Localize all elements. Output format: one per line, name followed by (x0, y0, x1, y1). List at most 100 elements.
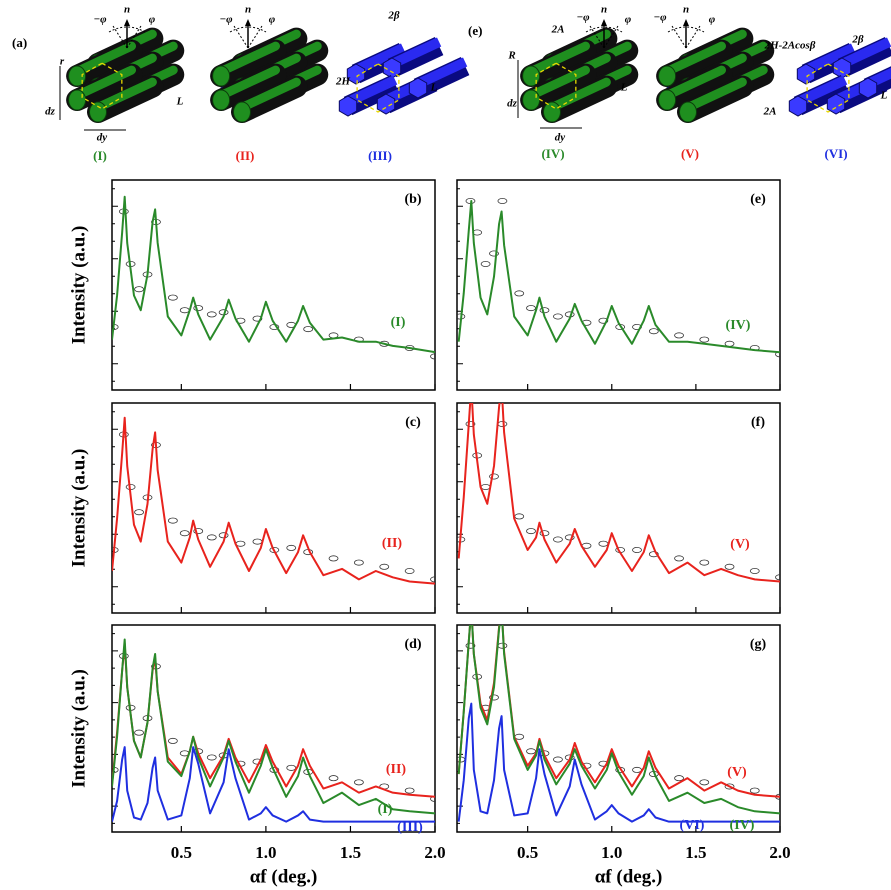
tilt-line (126, 25, 142, 49)
unit-cell (535, 62, 577, 110)
series-label: (VI) (680, 818, 705, 833)
fit-curve (112, 195, 435, 354)
prism-end (788, 95, 808, 117)
data-point (724, 783, 735, 790)
panel-letter: (b) (404, 192, 421, 207)
plot-frame (456, 402, 781, 614)
plot-area (112, 416, 435, 585)
data-point (286, 544, 297, 551)
data-point (699, 336, 710, 343)
prism-face (795, 75, 848, 107)
annotation: 2A (763, 106, 777, 118)
rod-shine (216, 41, 280, 76)
data-point (167, 737, 178, 744)
unit-cell (806, 63, 850, 113)
x-tick-label: 1.0 (255, 843, 276, 862)
annotation: r (60, 56, 65, 68)
tilt-line (589, 25, 605, 49)
series-label: (III) (397, 820, 423, 835)
plot-area (112, 638, 435, 823)
data-point (167, 517, 178, 524)
data-point (206, 754, 217, 761)
fit-curve (112, 746, 435, 823)
series-label: (V) (730, 537, 750, 552)
data-point (648, 551, 659, 558)
data-point (286, 764, 297, 771)
data-point (193, 528, 204, 535)
data-point (404, 787, 415, 794)
prism-end (346, 63, 366, 85)
data-point (328, 555, 339, 562)
data-point (674, 332, 684, 339)
data-point (193, 305, 204, 312)
data-point (699, 779, 710, 786)
data-point (134, 729, 144, 736)
panel-letter: (a) (12, 35, 27, 50)
rod-shine (93, 77, 157, 112)
panel-letter: (g) (750, 637, 767, 652)
annotation: n (683, 4, 689, 16)
tilt-line (671, 25, 687, 49)
plot-frame (456, 624, 781, 833)
prism-end (796, 63, 816, 85)
annotation: φ (625, 14, 632, 26)
annotation: L (430, 82, 438, 94)
data-point (489, 250, 499, 257)
structure-label: (III) (368, 148, 392, 163)
data-point (526, 528, 536, 535)
tilt-line (685, 25, 701, 49)
panel-letter: (f) (751, 415, 765, 430)
rod-cap (212, 89, 231, 111)
data-point (724, 563, 735, 570)
panel-letter: (e) (750, 192, 766, 207)
panel-letter: (e) (468, 23, 482, 38)
rod-shine (662, 65, 726, 100)
data-point (167, 294, 178, 301)
arrowhead (601, 19, 607, 26)
rod-cap (679, 101, 697, 123)
rod-cap (543, 101, 561, 123)
series-label: (I) (391, 315, 406, 330)
rod-cap (658, 89, 677, 111)
panel-letter: (c) (405, 415, 421, 430)
annotation: dy (555, 132, 566, 144)
x-tick-label: 1.5 (340, 843, 361, 862)
structure-label: (IV) (541, 146, 564, 161)
series-label: (I) (378, 802, 393, 817)
rod-shine (547, 77, 611, 112)
series-label: (V) (727, 765, 747, 780)
rod-cap (68, 65, 87, 87)
data-point (379, 340, 390, 347)
prism-face (839, 37, 891, 69)
data-point (430, 795, 435, 802)
data-point (598, 317, 609, 324)
unit-cell (81, 62, 123, 110)
prism-face (389, 37, 442, 69)
data-point (648, 328, 659, 335)
tilt-line (112, 25, 128, 49)
rod-cap (522, 65, 541, 87)
annotation: −φ (93, 14, 107, 26)
annotation: n (601, 4, 607, 16)
annotation: R (507, 50, 515, 62)
panel-letter: (d) (404, 637, 421, 652)
data-point (526, 305, 536, 312)
data-point (497, 642, 508, 649)
data-point (480, 260, 491, 267)
fit-curve (457, 403, 780, 583)
annotation: dy (97, 132, 108, 144)
series-label: (IV) (730, 818, 755, 833)
prism-end (408, 77, 428, 99)
annotation: φ (149, 14, 156, 26)
x-tick-label: 2.0 (769, 843, 790, 862)
data-point (489, 473, 499, 480)
prism-face (803, 43, 856, 75)
data-point (303, 326, 314, 333)
tilt-line (247, 25, 263, 49)
annotation: φ (709, 14, 716, 26)
data-point (553, 313, 563, 320)
data-point (489, 694, 499, 701)
tilt-line (233, 25, 249, 49)
data-point (564, 534, 575, 541)
